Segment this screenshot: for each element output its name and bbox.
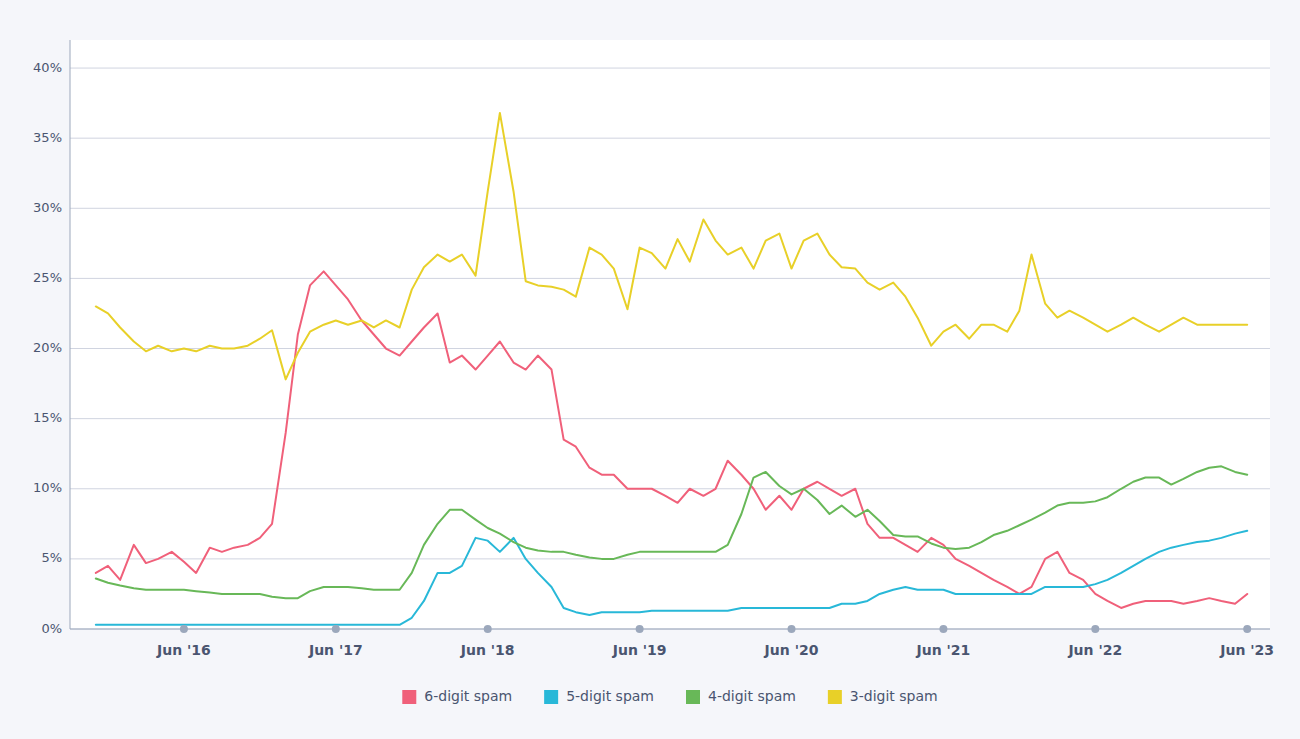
y-tick-label: 35% <box>33 130 62 145</box>
grid-line <box>70 348 1270 349</box>
y-tick-label: 0% <box>41 621 62 636</box>
legend-item: 3-digit spam <box>828 688 938 704</box>
grid-line <box>70 278 1270 279</box>
x-tick-dot <box>1091 625 1099 633</box>
series-line <box>96 466 1247 598</box>
legend-label: 3-digit spam <box>850 688 938 704</box>
grid-line <box>70 488 1270 489</box>
y-tick-label: 30% <box>33 200 62 215</box>
y-axis-line <box>70 40 71 629</box>
x-tick-dot <box>332 625 340 633</box>
series-group <box>96 113 1247 625</box>
x-tick-dot <box>1243 625 1251 633</box>
grid-line <box>70 68 1270 69</box>
x-tick-label: Jun '17 <box>308 642 363 658</box>
x-tick-label: Jun '18 <box>460 642 515 658</box>
y-tick-label: 20% <box>33 340 62 355</box>
legend-label: 4-digit spam <box>708 688 796 704</box>
legend-item: 6-digit spam <box>402 688 512 704</box>
x-tick-label: Jun '19 <box>612 642 667 658</box>
legend-swatch <box>402 690 416 704</box>
grid-line <box>70 208 1270 209</box>
x-tick-dot <box>636 625 644 633</box>
legend-label: 5-digit spam <box>566 688 654 704</box>
legend-swatch <box>686 690 700 704</box>
x-tick-label: Jun '20 <box>764 642 819 658</box>
y-tick-label: 40% <box>33 60 62 75</box>
series-line <box>96 113 1247 379</box>
grid-line <box>70 558 1270 559</box>
legend-swatch <box>544 690 558 704</box>
series-line <box>96 271 1247 608</box>
x-tick-label: Jun '23 <box>1219 642 1274 658</box>
x-tick-label: Jun '16 <box>156 642 211 658</box>
legend-item: 4-digit spam <box>686 688 796 704</box>
x-tick-dot <box>939 625 947 633</box>
x-tick-label: Jun '21 <box>916 642 971 658</box>
series-line <box>96 531 1247 625</box>
x-tick-dot <box>788 625 796 633</box>
y-tick-label: 25% <box>33 270 62 285</box>
grid-line <box>70 629 1270 630</box>
y-tick-label: 15% <box>33 410 62 425</box>
legend: 6-digit spam 5-digit spam 4-digit spam 3-di… <box>402 688 937 704</box>
x-axis-line <box>70 629 1270 630</box>
legend-swatch <box>828 690 842 704</box>
x-tick-label: Jun '22 <box>1067 642 1122 658</box>
grid-line <box>70 418 1270 419</box>
legend-label: 6-digit spam <box>424 688 512 704</box>
grid-line <box>70 138 1270 139</box>
y-tick-label: 10% <box>33 480 62 495</box>
plot-area <box>70 40 1270 629</box>
x-tick-dot <box>180 625 188 633</box>
x-tick-dot <box>484 625 492 633</box>
chart: 0% 5% 10% 15% 20% 25% 30% 35% 40% Jun '16 Jun '17 J… <box>0 0 1300 739</box>
legend-item: 5-digit spam <box>544 688 654 704</box>
y-tick-label: 5% <box>41 550 62 565</box>
